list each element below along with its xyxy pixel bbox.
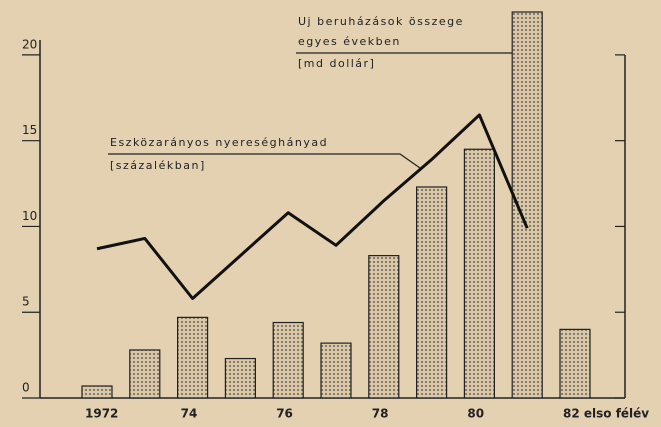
x-tick-label: 74: [181, 407, 198, 421]
bar-unit: [md dollár]: [298, 57, 375, 70]
x-tick-label: 80: [467, 407, 484, 421]
y-tick-label: 15: [22, 123, 37, 137]
bar-dots: [368, 255, 399, 398]
x-tick-label: 82 elso félév: [563, 407, 649, 421]
bar-dots: [225, 358, 256, 398]
y-tick-label: 5: [22, 295, 30, 309]
bar-dots: [321, 343, 351, 398]
bar-dots: [560, 329, 590, 398]
x-tick-label: 78: [372, 407, 389, 421]
bar-label-2: egyes években: [298, 35, 401, 48]
bar-dots: [464, 149, 495, 398]
bar-label: Uj beruházások összege: [298, 15, 464, 28]
leader: [108, 153, 421, 169]
line-label: Eszközarányos nyereséghányad: [110, 136, 328, 149]
bar-dots: [177, 317, 208, 398]
x-tick-label: 1972: [85, 407, 118, 421]
bar-dots: [273, 322, 304, 398]
x-tick-label: 76: [276, 407, 293, 421]
y-tick-label: 20: [22, 37, 37, 51]
bar-dots: [129, 349, 160, 398]
y-tick-label: 10: [22, 209, 37, 223]
bar-dots: [416, 186, 447, 398]
line: [96, 113, 529, 300]
bar-dots: [82, 385, 112, 398]
line-unit: [százalékban]: [110, 159, 206, 172]
y-tick-label: 0: [22, 381, 30, 395]
